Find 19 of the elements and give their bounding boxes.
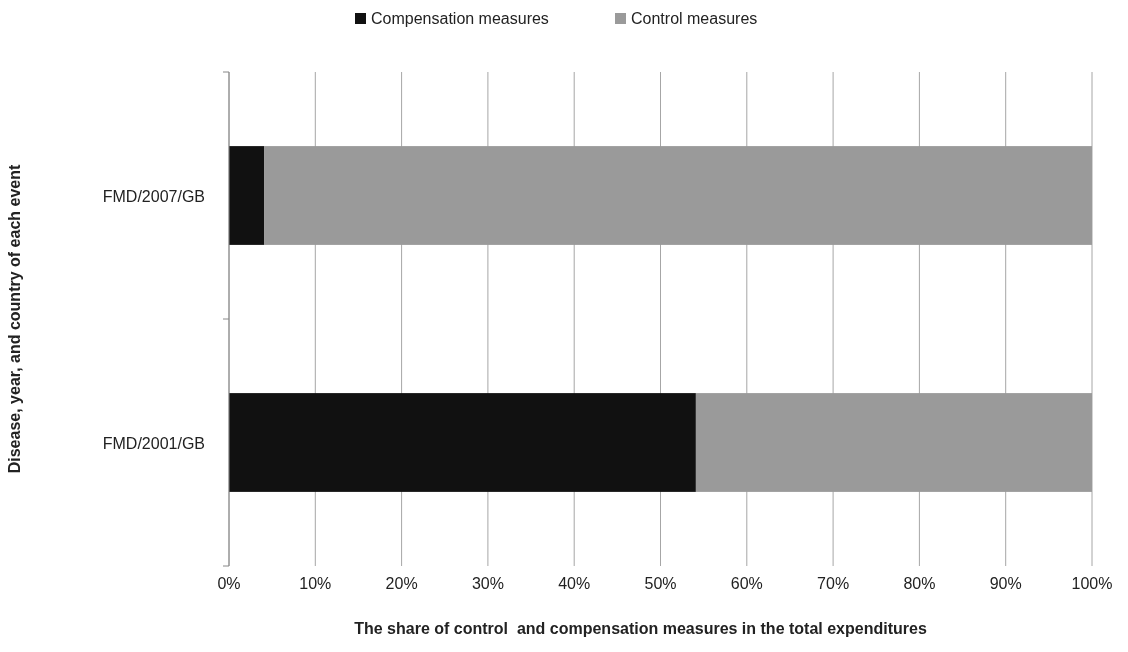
- x-tick-label: 20%: [385, 575, 418, 592]
- bar: [229, 146, 265, 245]
- x-axis-title: The share of control and compensation measures in the total expenditures: [354, 620, 927, 637]
- x-tick-label: 40%: [558, 575, 591, 592]
- x-tick-label: 100%: [1071, 575, 1113, 592]
- x-tick-label: 50%: [644, 575, 677, 592]
- x-tick-label: 10%: [299, 575, 332, 592]
- legend-label: Control measures: [631, 10, 758, 27]
- x-tick-label: 90%: [989, 575, 1022, 592]
- bar: [229, 393, 696, 492]
- x-tick-label: 0%: [217, 575, 241, 592]
- x-tick-label: 80%: [903, 575, 936, 592]
- y-axis-title: Disease, year, and country of each event: [6, 164, 23, 474]
- y-tick-label: FMD/2007/GB: [102, 187, 205, 205]
- x-tick-label: 30%: [471, 575, 504, 592]
- x-tick-label: 60%: [730, 575, 763, 592]
- legend-label: Compensation measures: [371, 10, 549, 27]
- y-tick-label: FMD/2001/GB: [102, 434, 205, 452]
- x-tick-label: 70%: [817, 575, 850, 592]
